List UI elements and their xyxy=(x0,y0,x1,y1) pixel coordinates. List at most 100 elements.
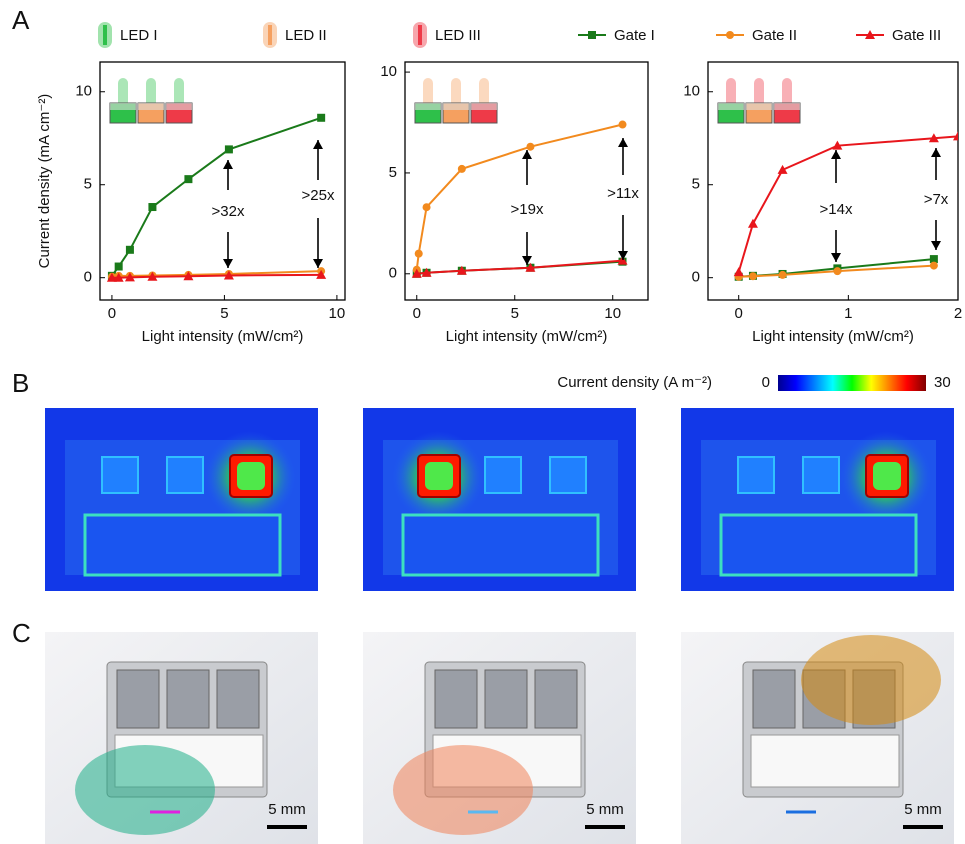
x-axis-label: Light intensity (mW/cm²) xyxy=(142,328,304,345)
marker xyxy=(734,267,744,276)
x-tick-label: 0 xyxy=(108,305,116,322)
chip-top xyxy=(443,103,469,110)
marker xyxy=(619,121,627,129)
scale-bar-label: 5 mm xyxy=(268,801,306,818)
led-icon xyxy=(418,25,422,45)
y-tick-label: 0 xyxy=(692,269,700,286)
legend-label: LED III xyxy=(435,27,481,44)
dye xyxy=(75,745,215,835)
marker xyxy=(126,246,134,254)
annotation: >19x xyxy=(511,201,544,218)
electrode xyxy=(435,670,477,728)
marker xyxy=(415,250,423,258)
series-group xyxy=(412,121,628,278)
annotation: >14x xyxy=(820,201,853,218)
legend-label: Gate III xyxy=(892,27,941,44)
electrode xyxy=(535,670,577,728)
y-tick-label: 5 xyxy=(84,176,92,193)
colorbar-label: Current density (A m⁻²) xyxy=(557,374,712,391)
panel-label: B xyxy=(12,368,29,398)
arrow-head xyxy=(223,160,233,169)
arrow-head xyxy=(223,259,233,268)
plot-frame xyxy=(100,62,345,300)
legend-marker xyxy=(588,31,596,39)
electrode xyxy=(117,670,159,728)
pad xyxy=(102,457,138,493)
arrow-head xyxy=(618,138,628,147)
base-rect xyxy=(403,515,598,575)
arrow-head xyxy=(522,150,532,159)
y-axis-label: Current density (mA cm⁻²) xyxy=(36,94,53,269)
chip-top xyxy=(746,103,772,110)
marker xyxy=(833,267,841,275)
scale-bar xyxy=(903,825,943,829)
legend-label: LED I xyxy=(120,27,158,44)
x-tick-label: 5 xyxy=(220,305,228,322)
marker xyxy=(225,145,233,153)
panel-label: A xyxy=(12,5,30,35)
chip-top xyxy=(166,103,192,110)
colorbar-tick-label: 0 xyxy=(762,374,770,391)
legend-label: Gate I xyxy=(614,27,655,44)
marker xyxy=(526,143,534,151)
marker xyxy=(423,203,431,211)
arrow-head xyxy=(931,148,941,157)
chip-top xyxy=(471,103,497,110)
chip-top xyxy=(138,103,164,110)
arrow-head xyxy=(313,140,323,149)
pad xyxy=(485,457,521,493)
legend-marker xyxy=(726,31,734,39)
x-tick-label: 2 xyxy=(954,305,962,322)
x-tick-label: 1 xyxy=(844,305,852,322)
arrow-head xyxy=(831,253,841,262)
legend-label: Gate II xyxy=(752,27,797,44)
legend-label: LED II xyxy=(285,27,327,44)
series-group xyxy=(107,114,326,282)
chip-top xyxy=(718,103,744,110)
colorbar: Current density (A m⁻²) xyxy=(557,374,926,391)
hot-core xyxy=(425,462,453,490)
marker xyxy=(930,262,938,270)
marker xyxy=(748,219,758,228)
figure: A B C Current density (A m⁻²) LED ILED I… xyxy=(0,0,965,844)
pad xyxy=(167,457,203,493)
base-rect xyxy=(85,515,280,575)
hot-core xyxy=(873,462,901,490)
pad xyxy=(550,457,586,493)
arrow-head xyxy=(931,241,941,250)
y-tick-label: 10 xyxy=(380,63,397,80)
annotation: >7x xyxy=(924,191,949,208)
electrode xyxy=(485,670,527,728)
x-tick-label: 0 xyxy=(413,305,421,322)
plot-frame xyxy=(708,62,958,300)
pad xyxy=(803,457,839,493)
marker xyxy=(458,165,466,173)
led-icon xyxy=(268,25,272,45)
annotation: >25x xyxy=(302,187,335,204)
electrode xyxy=(217,670,259,728)
x-axis-label: Light intensity (mW/cm²) xyxy=(752,328,914,345)
y-tick-label: 0 xyxy=(84,269,92,286)
y-tick-label: 5 xyxy=(692,176,700,193)
base-pad xyxy=(751,735,899,787)
annotation: >11x xyxy=(607,185,639,202)
x-tick-label: 5 xyxy=(511,305,519,322)
scale-bar-label: 5 mm xyxy=(586,801,624,818)
scale-bar xyxy=(267,825,307,829)
dye xyxy=(393,745,533,835)
x-tick-label: 10 xyxy=(604,305,621,322)
y-tick-label: 0 xyxy=(389,265,397,282)
arrow-head xyxy=(313,259,323,268)
base-rect xyxy=(721,515,916,575)
marker xyxy=(317,114,325,122)
chip-top xyxy=(415,103,441,110)
electrode xyxy=(753,670,795,728)
series-line xyxy=(112,118,321,276)
series-line xyxy=(417,261,623,274)
pad xyxy=(738,457,774,493)
marker xyxy=(779,271,787,279)
marker xyxy=(115,263,123,271)
electrode xyxy=(167,670,209,728)
series-line xyxy=(417,125,623,270)
x-tick-label: 0 xyxy=(735,305,743,322)
